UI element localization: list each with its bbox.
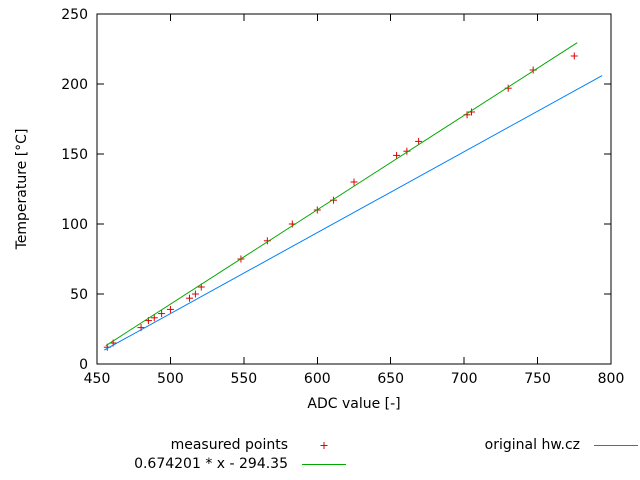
plus-marker-icon	[302, 439, 346, 452]
svg-text:450: 450	[84, 371, 111, 387]
svg-text:550: 550	[230, 371, 257, 387]
legend-label-fit-line: 0.674201 * x - 294.35	[134, 456, 288, 472]
svg-text:800: 800	[598, 371, 625, 387]
svg-text:500: 500	[157, 371, 184, 387]
legend-item-fit-line: 0.674201 * x - 294.35	[0, 456, 346, 472]
svg-text:100: 100	[61, 217, 88, 233]
x-axis-label: ADC value [-]	[307, 396, 401, 412]
legend-label-measured-points: measured points	[170, 437, 288, 453]
svg-text:650: 650	[377, 371, 404, 387]
svg-text:200: 200	[61, 77, 88, 93]
svg-text:0: 0	[79, 357, 88, 373]
svg-text:750: 750	[524, 371, 551, 387]
svg-text:50: 50	[70, 287, 88, 303]
legend-item-measured-points: measured points	[0, 437, 346, 453]
svg-text:250: 250	[61, 7, 88, 23]
y-axis-label: Temperature [°C]	[14, 128, 30, 250]
legend-label-original-hwcz: original hw.cz	[484, 437, 580, 453]
svg-text:150: 150	[61, 147, 88, 163]
svg-text:700: 700	[451, 371, 478, 387]
green-line-sample-icon	[302, 458, 346, 471]
legend-item-original-hwcz: original hw.cz	[485, 437, 638, 453]
svg-text:600: 600	[304, 371, 331, 387]
blue-line-sample-icon	[594, 439, 638, 452]
